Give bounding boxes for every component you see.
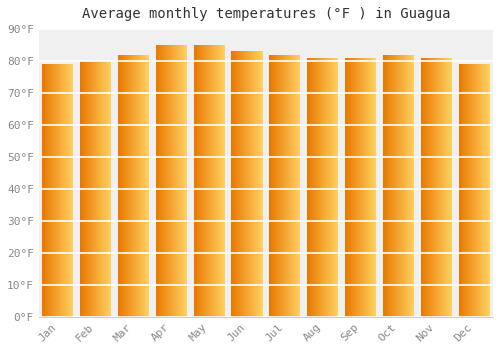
Title: Average monthly temperatures (°F ) in Guagua: Average monthly temperatures (°F ) in Gu… [82, 7, 450, 21]
